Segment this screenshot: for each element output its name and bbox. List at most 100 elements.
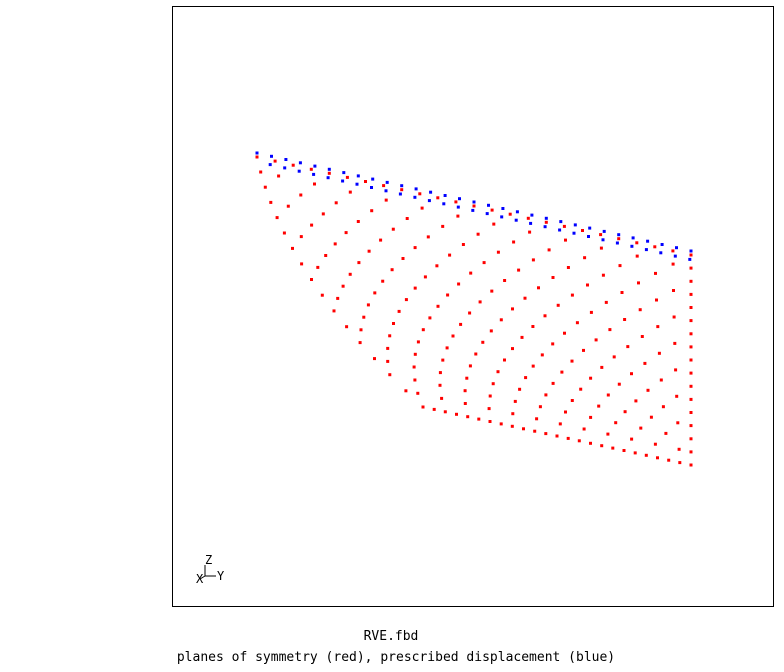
symmetry-node bbox=[418, 192, 422, 196]
symmetry-node bbox=[404, 298, 408, 302]
symmetry-node bbox=[420, 206, 424, 210]
symmetry-node bbox=[438, 371, 442, 375]
symmetry-node bbox=[421, 328, 425, 332]
symmetry-node bbox=[551, 276, 555, 279]
symmetry-node bbox=[463, 389, 467, 393]
symmetry-node bbox=[488, 394, 492, 398]
symmetry-node bbox=[611, 446, 615, 450]
symmetry-node bbox=[348, 190, 352, 194]
symmetry-node bbox=[341, 284, 345, 288]
symmetry-node bbox=[384, 198, 388, 202]
displacement-node bbox=[443, 194, 447, 197]
symmetry-node bbox=[531, 364, 535, 368]
displacement-node bbox=[384, 189, 388, 193]
graphics-viewport[interactable]: Z Y X bbox=[172, 6, 774, 607]
symmetry-node bbox=[689, 345, 693, 349]
symmetry-node bbox=[490, 208, 494, 212]
symmetry-node bbox=[689, 424, 693, 428]
displacement-node bbox=[270, 154, 273, 158]
symmetry-node bbox=[581, 229, 584, 232]
symmetry-node bbox=[401, 257, 405, 260]
displacement-node bbox=[559, 220, 563, 224]
symmetry-node bbox=[416, 391, 420, 395]
symmetry-node bbox=[491, 382, 495, 386]
symmetry-node bbox=[275, 216, 279, 220]
symmetry-node bbox=[656, 325, 660, 329]
displacement-node bbox=[342, 171, 346, 175]
symmetry-node bbox=[689, 292, 693, 296]
symmetry-node bbox=[544, 220, 548, 224]
symmetry-node bbox=[528, 230, 532, 234]
symmetry-node bbox=[481, 340, 485, 344]
symmetry-node bbox=[664, 431, 668, 435]
symmetry-node bbox=[564, 410, 567, 414]
symmetry-node bbox=[463, 402, 467, 405]
symmetry-node bbox=[412, 365, 416, 369]
symmetry-node bbox=[667, 458, 671, 462]
displacement-node bbox=[529, 221, 533, 225]
symmetry-node bbox=[413, 246, 417, 250]
symmetry-node bbox=[413, 352, 417, 356]
symmetry-node bbox=[537, 286, 540, 290]
displacement-node bbox=[456, 205, 460, 209]
symmetry-node bbox=[626, 345, 630, 349]
symmetry-node bbox=[689, 437, 693, 441]
symmetry-node bbox=[689, 450, 693, 454]
symmetry-node bbox=[259, 170, 263, 174]
displacement-node bbox=[644, 248, 648, 252]
displacement-node bbox=[442, 202, 446, 206]
symmetry-node bbox=[273, 159, 277, 163]
symmetry-node bbox=[551, 342, 555, 346]
symmetry-node bbox=[405, 217, 409, 220]
symmetry-node bbox=[426, 235, 430, 239]
symmetry-node bbox=[575, 321, 579, 325]
displacement-node bbox=[660, 243, 664, 246]
symmetry-node bbox=[499, 318, 503, 322]
displacement-node bbox=[631, 236, 635, 240]
displacement-node bbox=[472, 200, 476, 204]
symmetry-node bbox=[436, 196, 440, 200]
symmetry-node bbox=[492, 222, 496, 226]
symmetry-node bbox=[454, 200, 458, 204]
symmetry-node bbox=[570, 359, 574, 363]
symmetry-node bbox=[582, 348, 585, 352]
symmetry-node bbox=[358, 341, 362, 345]
symmetry-node bbox=[689, 358, 693, 362]
symmetry-node bbox=[511, 307, 514, 311]
displacement-node bbox=[500, 215, 504, 219]
symmetry-node bbox=[503, 279, 507, 282]
displacement-node bbox=[646, 239, 650, 243]
symmetry-node bbox=[400, 188, 404, 192]
symmetry-node bbox=[388, 373, 392, 377]
symmetry-node bbox=[620, 291, 624, 294]
symmetry-node bbox=[379, 238, 383, 242]
symmetry-node bbox=[446, 293, 450, 297]
displacement-node bbox=[544, 216, 548, 220]
symmetry-node bbox=[392, 322, 395, 325]
symmetry-node bbox=[455, 412, 458, 416]
symmetry-node bbox=[531, 325, 535, 328]
displacement-node bbox=[588, 226, 592, 230]
symmetry-node bbox=[623, 318, 627, 321]
displacement-node bbox=[601, 238, 605, 242]
symmetry-node bbox=[672, 289, 675, 292]
symmetry-node bbox=[544, 393, 548, 397]
displacement-node bbox=[370, 186, 373, 189]
symmetry-node bbox=[564, 238, 567, 242]
symmetry-node bbox=[608, 328, 612, 332]
displacement-node bbox=[543, 225, 547, 229]
symmetry-node bbox=[689, 384, 693, 388]
symmetry-node bbox=[333, 242, 337, 246]
symmetry-node bbox=[689, 266, 693, 270]
symmetry-node bbox=[291, 163, 295, 167]
symmetry-node bbox=[421, 405, 425, 409]
symmetry-node bbox=[653, 245, 657, 249]
symmetry-node bbox=[435, 264, 439, 268]
displacement-node bbox=[298, 161, 302, 165]
displacement-node bbox=[573, 223, 577, 227]
displacement-node bbox=[659, 251, 663, 255]
symmetry-node bbox=[344, 231, 348, 235]
symmetry-node bbox=[413, 378, 417, 382]
symmetry-node bbox=[459, 322, 463, 326]
symmetry-node bbox=[551, 381, 555, 385]
